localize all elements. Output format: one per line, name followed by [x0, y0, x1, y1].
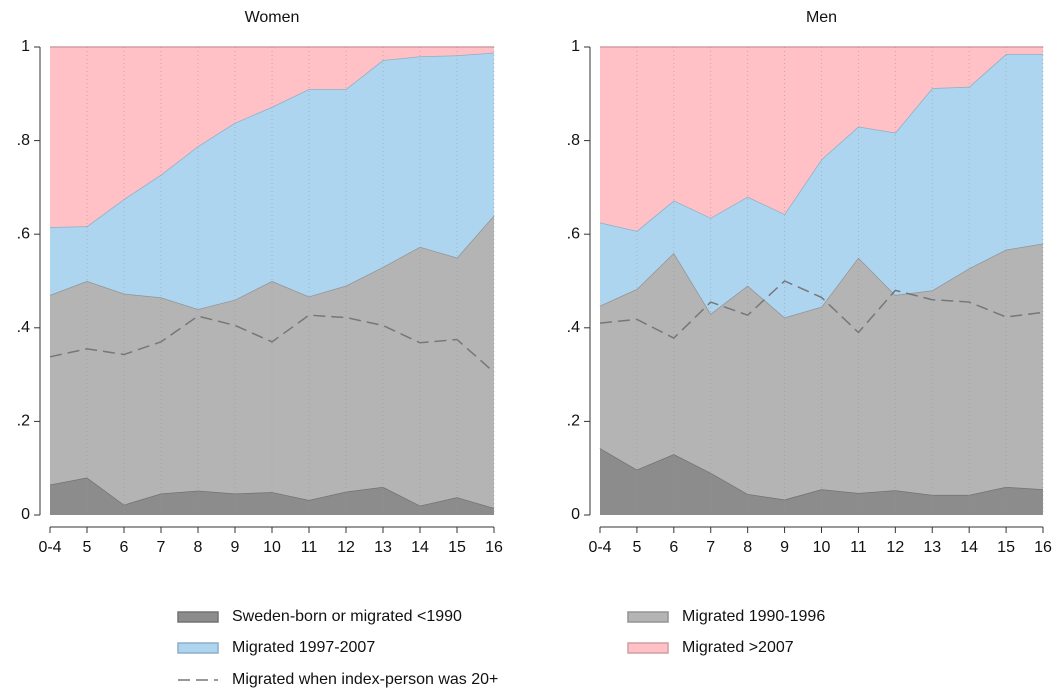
- x-tick-label: 12: [337, 539, 355, 556]
- x-tick-label: 6: [120, 539, 129, 556]
- panel-title: Women: [245, 9, 300, 26]
- legend-label: Migrated when index-person was 20+: [232, 671, 498, 688]
- x-tick-label: 8: [194, 539, 203, 556]
- x-tick-label: 7: [157, 539, 166, 556]
- area: [600, 47, 1043, 231]
- y-tick-label: 0: [21, 506, 30, 523]
- x-tick-label: 5: [83, 539, 92, 556]
- x-tick-label: 10: [813, 539, 831, 556]
- legend-swatch: [177, 611, 219, 623]
- legend-label: Migrated >2007: [682, 639, 794, 656]
- legend-label: Sweden-born or migrated <1990: [232, 608, 462, 625]
- x-tick-label: 13: [374, 539, 392, 556]
- y-tick-label: .6: [17, 225, 30, 242]
- x-tick-label: 11: [850, 539, 867, 556]
- x-tick-label: 7: [706, 539, 715, 556]
- y-tick-label: .4: [567, 319, 580, 336]
- x-tick-label: 14: [960, 539, 978, 556]
- x-tick-label: 9: [231, 539, 240, 556]
- legend-label: Migrated 1997-2007: [232, 639, 375, 656]
- area: [50, 47, 494, 228]
- y-tick-label: .8: [567, 132, 580, 149]
- x-tick-label: 16: [485, 539, 503, 556]
- area: [50, 477, 494, 515]
- y-tick-label: 1: [571, 38, 580, 55]
- y-tick-label: .6: [567, 225, 580, 242]
- legend-swatch: [627, 611, 669, 623]
- legend-swatch: [627, 642, 669, 654]
- x-tick-label: 0-4: [38, 539, 61, 556]
- y-tick-label: .2: [567, 413, 580, 430]
- area: [600, 448, 1043, 515]
- panel-title: Men: [806, 9, 837, 26]
- x-tick-label: 15: [448, 539, 466, 556]
- x-tick-label: 10: [263, 539, 281, 556]
- x-tick-label: 11: [301, 539, 318, 556]
- x-tick-label: 16: [1034, 539, 1052, 556]
- legend-swatch: [177, 642, 219, 654]
- x-tick-label: 5: [632, 539, 641, 556]
- area: [50, 215, 494, 508]
- x-tick-label: 0-4: [588, 539, 611, 556]
- y-tick-label: 0: [571, 506, 580, 523]
- x-tick-label: 8: [743, 539, 752, 556]
- y-tick-label: .4: [17, 319, 30, 336]
- y-tick-label: .8: [17, 132, 30, 149]
- y-tick-label: 1: [21, 38, 30, 55]
- x-tick-label: 9: [780, 539, 789, 556]
- legend-label: Migrated 1990-1996: [682, 608, 825, 625]
- x-tick-label: 14: [411, 539, 429, 556]
- x-tick-label: 15: [997, 539, 1015, 556]
- line: [49, 314, 495, 373]
- y-tick-label: .2: [17, 413, 30, 430]
- line: [599, 280, 1044, 340]
- x-tick-label: 12: [886, 539, 904, 556]
- x-tick-label: 6: [669, 539, 678, 556]
- area: [50, 52, 494, 310]
- x-tick-label: 13: [923, 539, 941, 556]
